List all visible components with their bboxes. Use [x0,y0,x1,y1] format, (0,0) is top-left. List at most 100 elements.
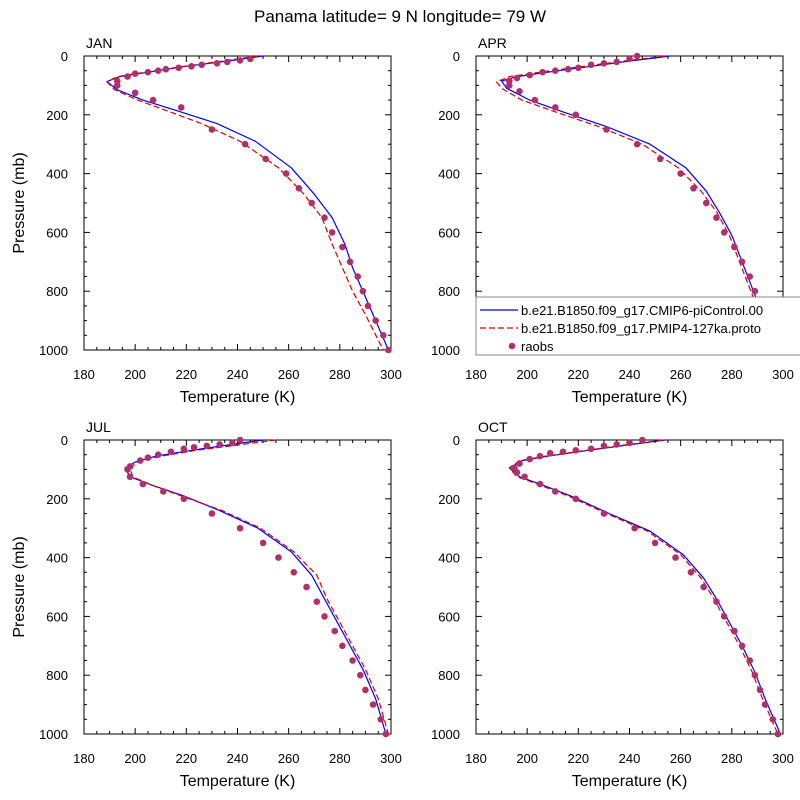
raobs-point [687,569,695,576]
raobs-point [526,455,534,463]
x-axis-label: Temperature (K) [572,773,688,790]
raobs-point [339,243,346,251]
series-raobs [113,55,392,354]
raobs-point [175,64,182,72]
y-tick-label: 200 [46,492,68,507]
raobs-point [613,441,621,448]
raobs-point [631,524,638,532]
raobs-point [552,67,559,74]
raobs-point [213,60,221,67]
y-tick-label: 400 [46,167,68,182]
panel-label: JUL [86,419,111,435]
raobs-point [313,598,321,605]
raobs-point [677,170,684,177]
plot-frame [83,439,392,735]
raobs-point [572,495,580,503]
legend-box [475,296,800,356]
raobs-point [731,243,738,251]
raobs-point [162,65,170,73]
raobs-point [167,448,175,456]
raobs-point [246,55,254,63]
raobs-point [380,332,387,339]
raobs-point [369,701,377,708]
raobs-point [552,488,559,495]
x-tick-label: 300 [772,751,794,766]
raobs-point [382,730,390,738]
panel-oct: OCT 180 200 220 240 260 280 300 0 200 400 600 800 100… [431,419,794,790]
x-tick-label: 300 [772,367,794,382]
raobs-point [774,730,782,738]
x-tick-label: 180 [73,751,95,766]
raobs-point [746,657,754,664]
raobs-point [575,64,582,72]
raobs-point [587,61,595,69]
raobs-point [746,273,754,280]
raobs-point [656,155,664,163]
y-tick-label: 1000 [39,727,68,742]
raobs-point [208,126,216,133]
panel-label: OCT [478,419,508,435]
raobs-point [738,642,746,650]
raobs-point [702,199,710,207]
series-pmip4-127ka-line [106,55,384,351]
raobs-point [513,74,521,82]
y-tick-label: 0 [453,433,460,448]
raobs-point [321,613,328,620]
x-tick-label: 180 [465,751,487,766]
raobs-point [751,671,759,679]
raobs-point [229,439,236,447]
series-piControl-line [508,439,781,735]
x-tick-label: 200 [124,367,146,382]
legend-label: b.e21.B1850.f09_g17.PMIP4-127ka.proto [521,321,761,336]
x-tick-label: 180 [465,367,487,382]
raobs-point [154,67,162,74]
x-tick-label: 200 [124,751,146,766]
raobs-point [536,452,544,460]
raobs-point [536,480,544,488]
y-axis-label: Pressure (mb) [11,152,28,253]
raobs-point [208,510,216,517]
y-tick-label: 800 [438,284,460,299]
raobs-point [113,82,121,89]
raobs-point [177,104,185,111]
raobs-point [144,454,152,461]
raobs-point [531,96,539,104]
panel-label: APR [478,35,507,51]
raobs-point [354,273,362,280]
x-tick-label: 240 [619,367,641,382]
raobs-point [587,445,595,453]
plot-frame [83,55,392,351]
raobs-point [756,686,764,694]
series-raobs [505,52,784,354]
raobs-point [290,569,298,576]
series-pmip4-127ka-line [129,439,389,735]
panel-jul: JUL 180 200 220 240 260 280 300 0 200 400 600 800 100… [11,419,402,790]
raobs-point [539,68,546,76]
raobs-point [149,96,157,104]
x-tick-label: 280 [721,751,743,766]
raobs-point [139,480,147,488]
y-tick-label: 200 [46,108,68,123]
raobs-point [572,111,580,119]
raobs-point [690,185,697,192]
raobs-point [346,258,354,266]
raobs-point [372,317,379,324]
y-axis-label: Pressure (mb) [11,536,28,637]
raobs-point [331,627,339,635]
raobs-point [672,554,679,561]
x-tick-label: 240 [619,751,641,766]
raobs-point [651,539,659,547]
raobs-point [236,436,244,444]
x-tick-label: 200 [516,751,538,766]
x-tick-label: 300 [380,367,402,382]
y-tick-label: 400 [46,551,68,566]
raobs-point [600,60,608,67]
raobs-point [282,170,290,177]
y-tick-label: 400 [438,551,460,566]
y-tick-label: 1000 [431,343,460,358]
x-tick-label: 260 [670,367,692,382]
raobs-point [359,287,367,295]
raobs-point [328,229,336,236]
x-tick-label: 280 [329,367,351,382]
